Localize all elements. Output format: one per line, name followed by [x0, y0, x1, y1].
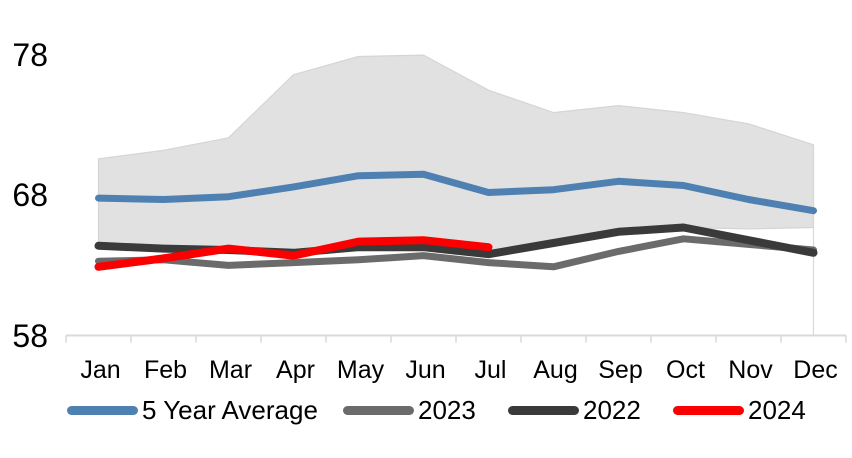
- x-axis-label-aug: Aug: [533, 356, 578, 384]
- legend-item-2023: 2023: [343, 396, 476, 425]
- y-axis-label-58: 58: [12, 317, 48, 354]
- x-axis-label-apr: Apr: [276, 356, 315, 384]
- series-line-5-year-average: [95, 170, 817, 215]
- x-axis-label-feb: Feb: [143, 356, 188, 384]
- legend-label-2022: 2022: [583, 395, 641, 425]
- five-year-range-band: [97, 54, 815, 254]
- legend-swatch-2023: [343, 406, 414, 415]
- legend-swatch-2024: [673, 406, 744, 415]
- legend-item-5-year-average: 5 Year Average: [67, 396, 318, 425]
- legend-swatch-5-year-average: [67, 406, 138, 415]
- legend-item-2022: 2022: [508, 396, 641, 425]
- series-line-2023: [95, 235, 817, 271]
- x-axis-label-jan: Jan: [80, 356, 121, 384]
- x-axis-label-sep: Sep: [598, 356, 643, 384]
- series-line-2024: [94, 236, 493, 271]
- x-axis-label-oct: Oct: [666, 356, 705, 384]
- x-axis-label-jun: Jun: [405, 356, 446, 384]
- x-axis-label-dec: Dec: [793, 356, 838, 384]
- legend-label-2023: 2023: [418, 395, 476, 425]
- legend-swatch-2022: [508, 406, 579, 415]
- x-axis-label-jul: Jul: [474, 356, 507, 384]
- legend-label-2024: 2024: [748, 395, 806, 425]
- legend-label-5-year-average: 5 Year Average: [142, 395, 318, 425]
- x-axis-label-nov: Nov: [728, 356, 773, 384]
- y-axis-label-68: 68: [12, 177, 48, 214]
- y-axis-label-78: 78: [12, 37, 48, 74]
- legend-item-2024: 2024: [673, 396, 806, 425]
- x-axis-label-may: May: [336, 356, 385, 384]
- x-axis-label-mar: Mar: [208, 356, 253, 384]
